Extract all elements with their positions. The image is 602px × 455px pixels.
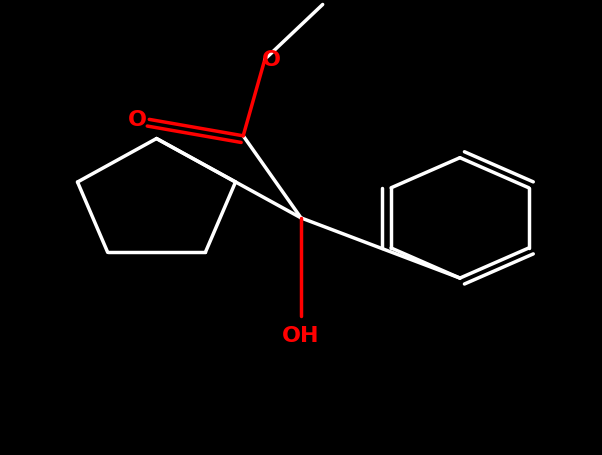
Text: O: O	[261, 50, 281, 70]
Text: OH: OH	[282, 325, 320, 345]
Text: O: O	[128, 110, 147, 130]
